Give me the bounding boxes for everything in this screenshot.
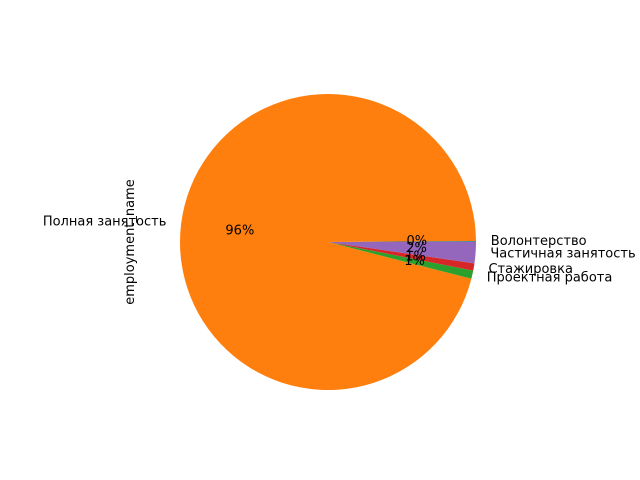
slice-label-1: Полная занятость: [43, 215, 167, 230]
y-axis-label: employment_name: [123, 179, 138, 305]
slice-label-3: Стажировка: [488, 262, 572, 277]
slice-pct-1: 96%: [225, 224, 254, 239]
pie-slices: [180, 94, 476, 391]
slice-pct-2: 1%: [404, 254, 425, 269]
slice-label-0: Волонтерство: [491, 234, 587, 249]
slice-pct-0: 0%: [406, 234, 427, 249]
slice-pct-3: 1%: [405, 249, 426, 264]
pie-slice-0: [328, 241, 476, 242]
slice-label-2: Проектная работа: [487, 271, 613, 286]
pie-slice-2: [328, 242, 474, 279]
slice-label-4: Частичная занятость: [490, 246, 635, 261]
slice-pct-4: 2%: [406, 241, 427, 256]
pie-slice-4: [328, 242, 476, 264]
pie-slice-1: [180, 94, 476, 391]
pie-slice-3: [328, 242, 475, 271]
pie-labels: Волонтерство 0% Полная занятость 96% Проектн…: [43, 215, 636, 286]
